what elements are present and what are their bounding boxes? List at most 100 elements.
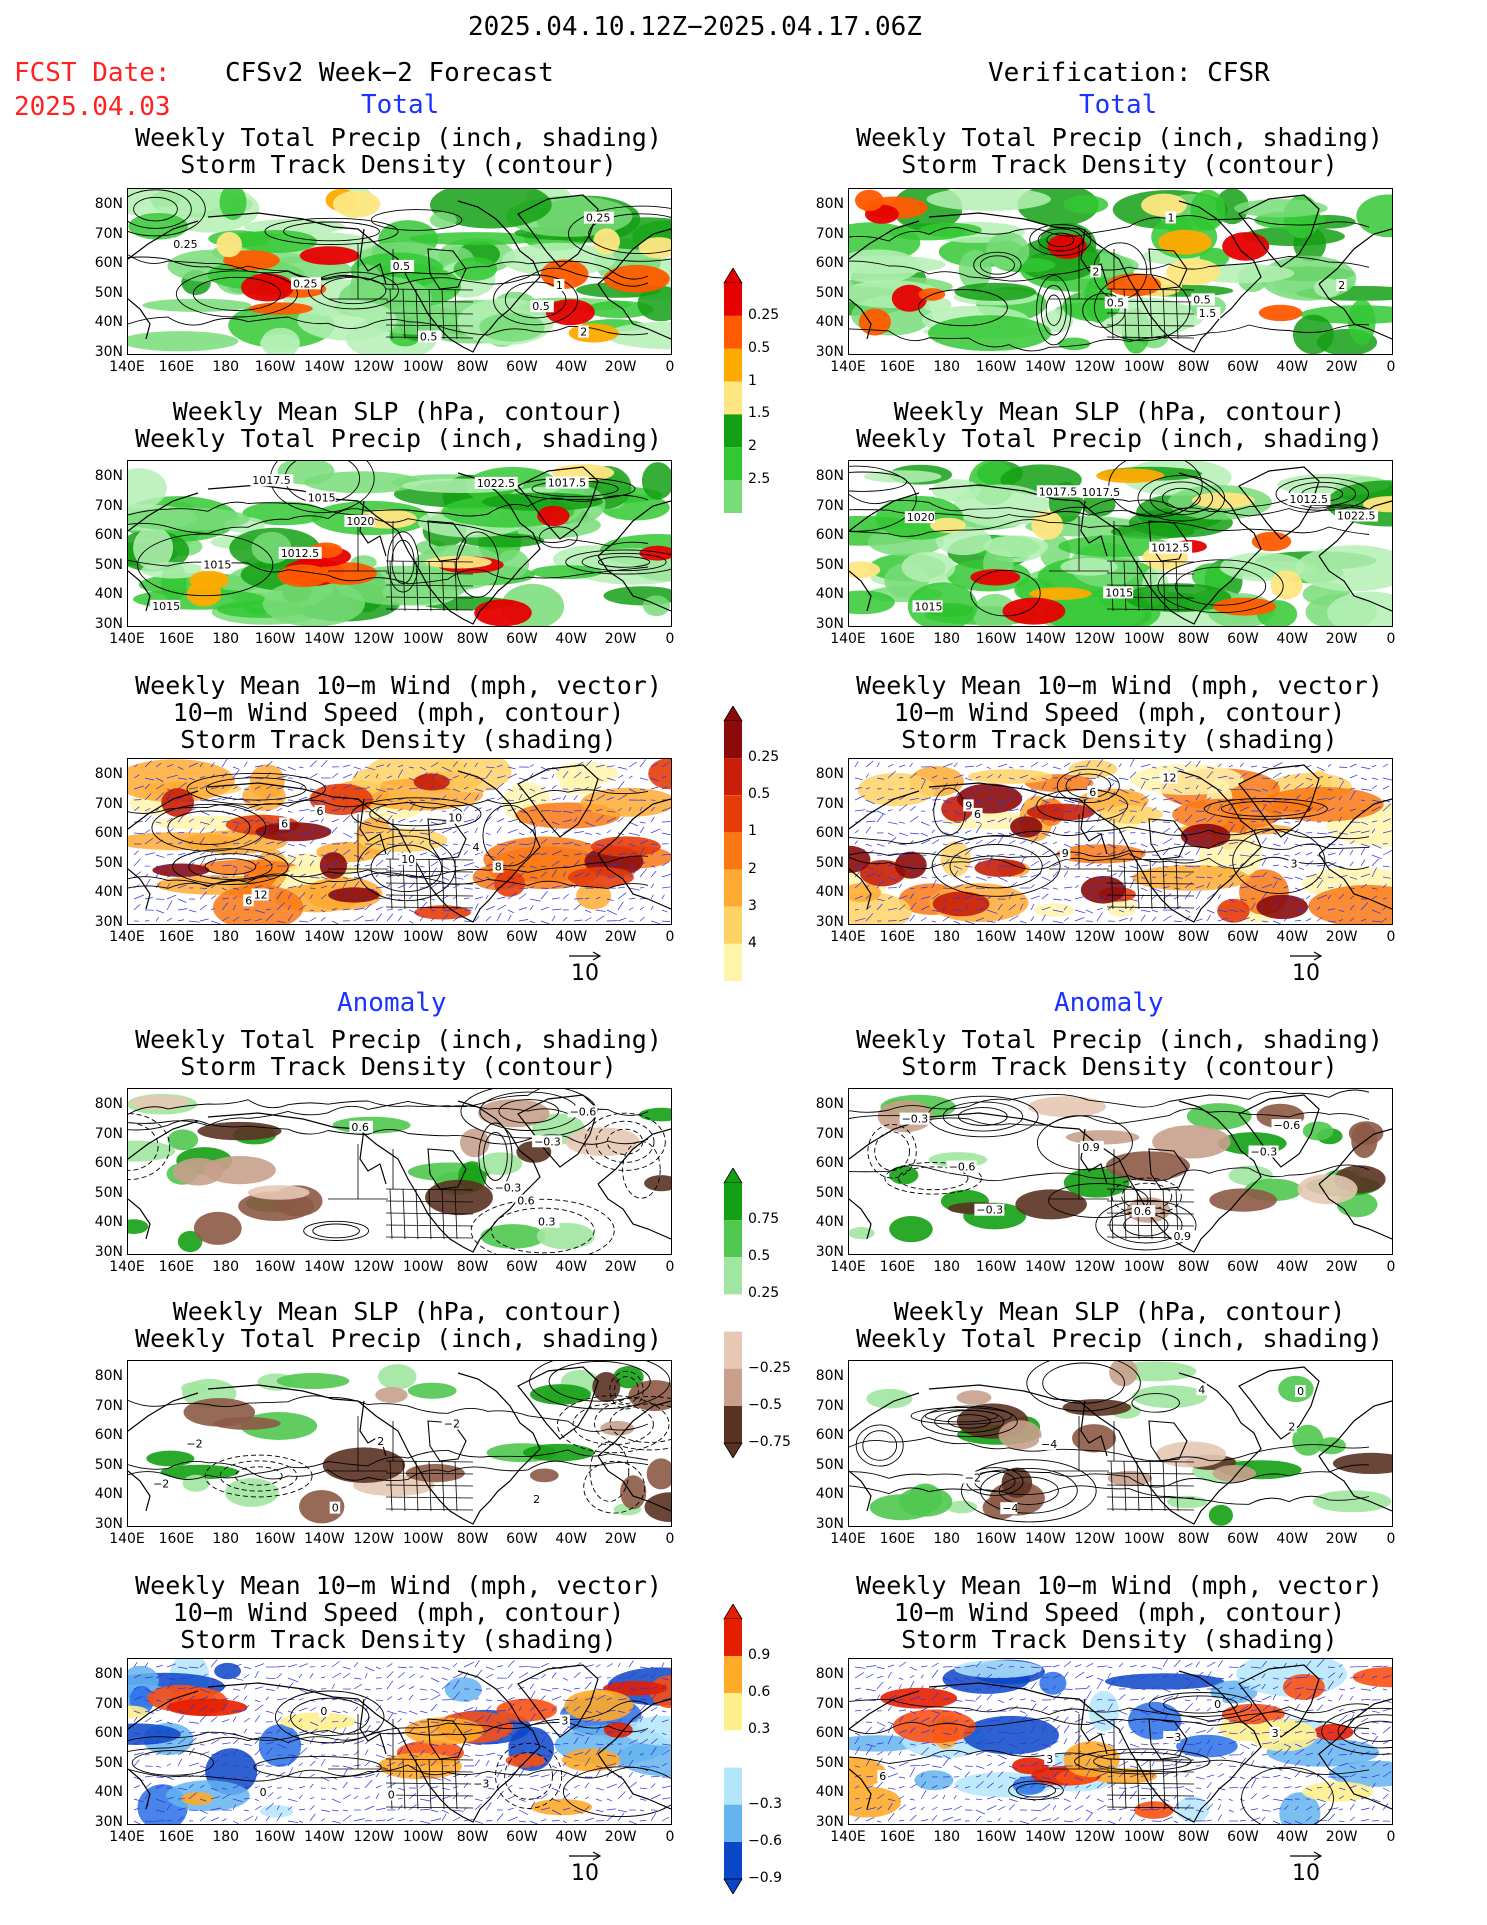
map-contour-label: 6: [1087, 785, 1098, 799]
lon-tick-label: 100W: [402, 929, 444, 945]
lat-tick-label: 60N: [94, 255, 123, 271]
svg-text:2: 2: [580, 326, 587, 339]
map-contour-label: 4: [1196, 1383, 1207, 1396]
lon-tick-label: 60W: [1227, 1829, 1259, 1845]
panel-title-line: Weekly Total Precip (inch, shading): [856, 1324, 1383, 1353]
lon-tick-label: 40W: [1276, 929, 1309, 945]
svg-text:3: 3: [561, 1715, 568, 1728]
lat-tick-label: 40N: [94, 586, 123, 602]
map-contour-label: 1020: [904, 511, 935, 524]
map-contour-label: 1017.5: [1079, 485, 1123, 499]
lon-tick-label: 60W: [506, 1531, 538, 1547]
lon-tick-label: 160E: [158, 929, 195, 945]
lon-tick-label: 100W: [402, 1829, 444, 1845]
svg-text:1017.5: 1017.5: [548, 477, 587, 490]
colorbar-tick-label: 2.5: [748, 471, 771, 488]
lon-tick-label: 0: [665, 1531, 675, 1547]
lon-tick-label: 100W: [402, 1531, 444, 1547]
map-contour-label: 0.6: [1131, 1205, 1156, 1218]
svg-text:1.5: 1.5: [1199, 307, 1217, 320]
lon-tick-label: 40W: [555, 1531, 588, 1547]
svg-text:3: 3: [1046, 1753, 1053, 1766]
lon-tick-label: 180: [933, 1531, 961, 1547]
colorbar-tick-label: 0.9: [748, 1647, 771, 1664]
lon-tick-label: 60W: [506, 631, 538, 647]
lon-tick-label: 0: [665, 359, 675, 375]
svg-text:0.9: 0.9: [1174, 1230, 1192, 1243]
svg-text:2: 2: [533, 1493, 540, 1506]
panel-title-line: Storm Track Density (contour): [901, 150, 1338, 179]
panel-title: Weekly Mean SLP (hPa, contour) Weekly Tot…: [107, 398, 690, 452]
lon-tick-label: 100W: [1123, 1531, 1165, 1547]
svg-text:6: 6: [1089, 786, 1096, 799]
colorbar-tick-label: 2: [748, 860, 757, 877]
lon-tick-label: 160W: [254, 1259, 296, 1275]
svg-text:12: 12: [1163, 771, 1177, 784]
map-contour-label: 2: [1286, 1420, 1297, 1433]
lon-tick-label: 160W: [254, 631, 296, 647]
lat-tick-label: 80N: [94, 1096, 123, 1112]
svg-text:6: 6: [317, 805, 324, 818]
lon-tick-label: 140W: [304, 1829, 345, 1845]
lon-tick-label: 80W: [1177, 1829, 1210, 1845]
lon-tick-label: 0: [665, 631, 675, 647]
panel-title: Weekly Total Precip (inch, shading) Storm…: [107, 124, 690, 178]
map-contour-label: 8: [492, 860, 504, 874]
lon-tick-label: 20W: [604, 631, 637, 647]
lon-tick-label: 60W: [506, 1829, 538, 1845]
lat-tick-label: 80N: [94, 1368, 123, 1384]
lon-tick-label: 20W: [1325, 1259, 1358, 1275]
map-contour-label: 1015: [912, 600, 943, 613]
svg-text:4: 4: [473, 841, 480, 854]
svg-text:1022.5: 1022.5: [477, 477, 516, 490]
map-contour-label: 1020: [344, 514, 375, 528]
map-contour-label: 1: [1165, 211, 1176, 224]
map-contour-label: 1015: [1103, 586, 1134, 599]
panel-title-line: Weekly Mean 10−m Wind (mph, vector): [856, 671, 1383, 700]
svg-text:0.6: 0.6: [517, 1195, 535, 1208]
lon-tick-label: 160E: [879, 1531, 916, 1547]
lon-tick-label: 140W: [1025, 359, 1066, 375]
lat-tick-label: 80N: [815, 468, 844, 484]
lat-tick-label: 60N: [815, 1427, 844, 1443]
map-contour-label: 3: [1288, 857, 1299, 870]
lat-tick-label: 60N: [94, 1725, 123, 1741]
svg-text:3: 3: [1291, 857, 1298, 870]
lon-tick-label: 60W: [1227, 359, 1259, 375]
map-contour-label: −2: [184, 1437, 203, 1451]
svg-text:2: 2: [1288, 1420, 1295, 1433]
lon-tick-label: 140W: [1025, 929, 1066, 945]
svg-text:−4: −4: [1002, 1502, 1018, 1515]
lon-tick-label: 20W: [1325, 631, 1358, 647]
vector-reference: 10: [1288, 951, 1324, 986]
vector-reference-value: 10: [571, 961, 599, 986]
panel-title-line: Storm Track Density (shading): [180, 1625, 617, 1654]
lon-tick-label: 120W: [353, 631, 395, 647]
lat-tick-label: 70N: [815, 795, 844, 812]
map-contour-label: −4: [1000, 1502, 1019, 1515]
lon-tick-label: 180: [212, 359, 240, 375]
map-contour-label: 0.5: [390, 259, 415, 273]
lat-tick-label: 50N: [94, 556, 123, 573]
map-plot: 0.5 2 1 2 1.5 0.5: [848, 188, 1393, 355]
lon-tick-label: 160W: [975, 1829, 1017, 1845]
lon-tick-label: 80W: [456, 1259, 489, 1275]
map-contour-label: 1015: [305, 491, 336, 505]
lon-tick-label: 180: [212, 631, 240, 647]
lat-tick-label: 30N: [815, 1813, 844, 1830]
panel-title: Weekly Mean SLP (hPa, contour) Weekly Tot…: [107, 1298, 690, 1352]
map-contour-label: 6: [279, 817, 290, 831]
map-contour-label: 10: [399, 852, 417, 866]
map-contour-label: −2: [151, 1477, 169, 1491]
svg-text:−0.6: −0.6: [949, 1161, 976, 1174]
lon-tick-label: 120W: [1074, 1259, 1116, 1275]
lon-tick-label: 80W: [456, 631, 489, 647]
panel-title-line: Weekly Total Precip (inch, shading): [135, 123, 662, 152]
map-contour-label: −0.3: [532, 1135, 563, 1148]
lon-tick-label: 140W: [1025, 1829, 1066, 1845]
lon-tick-label: 0: [665, 1259, 675, 1275]
svg-text:−2: −2: [444, 1418, 460, 1431]
lat-tick-label: 30N: [815, 1243, 844, 1260]
lon-tick-label: 140W: [1025, 1259, 1066, 1275]
lon-tick-label: 40W: [555, 929, 588, 945]
